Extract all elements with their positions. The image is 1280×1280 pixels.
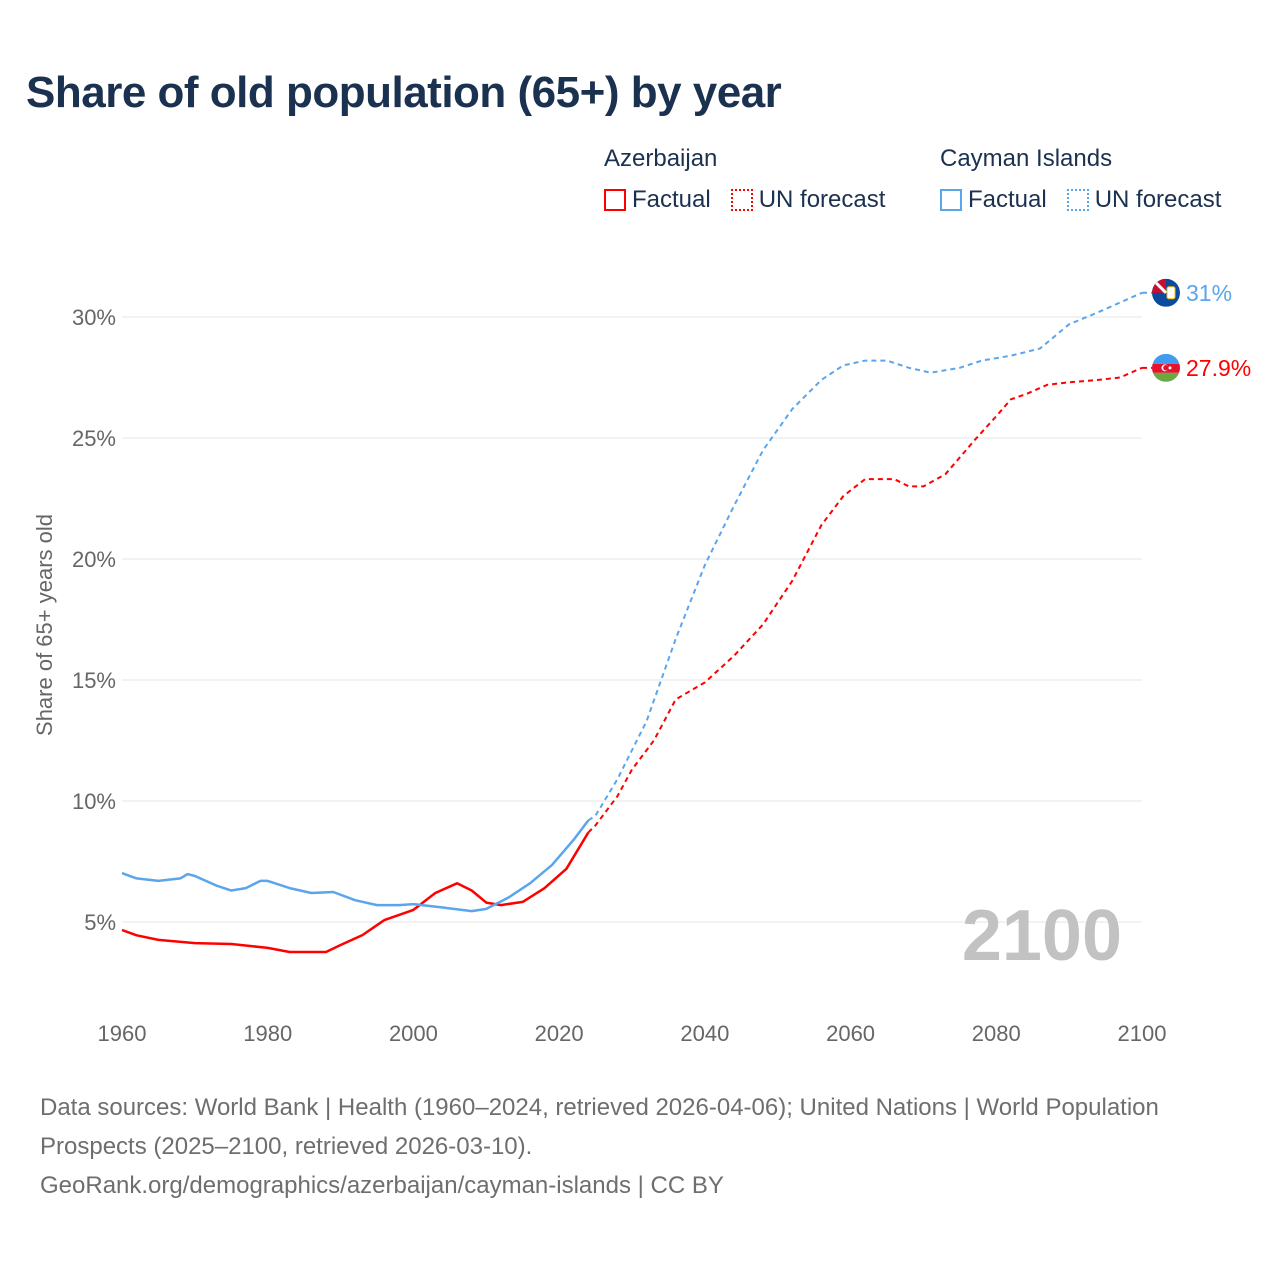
footer: Data sources: World Bank | Health (1960–… <box>40 1088 1180 1205</box>
legend-label-factual: Factual <box>632 186 711 213</box>
end-label-azerbaijan: 27.9% <box>1186 355 1251 381</box>
legend-swatch-forecast <box>730 189 753 211</box>
year-watermark: 2100 <box>961 896 1122 976</box>
legend-group-azerbaijan: Azerbaijan <box>604 145 718 172</box>
y-tick-label: 25% <box>72 426 116 451</box>
flag-stripe-green <box>1152 372 1180 382</box>
line-cayman-islands-factual <box>121 819 590 913</box>
legend-swatch-forecast <box>1066 189 1089 211</box>
flag-stripe-blue <box>1152 353 1180 364</box>
y-tick-label: 10% <box>72 789 116 814</box>
chart-title: Share of old population (65+) by year <box>26 68 782 117</box>
legend-group-cayman: Cayman Islands <box>940 145 1113 172</box>
flag-azerbaijan-icon <box>1152 353 1180 382</box>
x-tick-label: 2020 <box>535 1021 584 1046</box>
legend-swatch-factual <box>940 189 962 211</box>
x-tick-label: 1960 <box>98 1021 147 1046</box>
end-label-cayman-islands: 31% <box>1186 280 1232 306</box>
y-tick-label: 30% <box>72 305 116 330</box>
legend-label-forecast: UN forecast <box>1094 186 1222 213</box>
data-sources: Data sources: World Bank | Health (1960–… <box>40 1094 1159 1160</box>
line-azerbaijan-forecast <box>587 366 1143 834</box>
x-tick-label: 2080 <box>972 1021 1021 1046</box>
flag-cayman-islands-icon <box>1152 278 1180 307</box>
plot-area: 5% 10% 15% 20% 25% 30% 1960 1980 2000 2020 2040 206… <box>32 278 1251 1046</box>
legend-label-factual: Factual <box>968 186 1047 213</box>
legend-label-forecast: UN forecast <box>758 186 886 213</box>
y-tick-label: 20% <box>72 547 116 572</box>
x-tick-label: 2000 <box>389 1021 438 1046</box>
y-tick-label: 15% <box>72 668 116 693</box>
x-tick-label: 2100 <box>1118 1021 1167 1046</box>
legend-swatch-factual <box>604 189 626 211</box>
line-cayman-islands-forecast <box>587 291 1143 822</box>
flag-crest <box>1166 286 1176 300</box>
source-link[interactable]: GeoRank.org/demographics/azerbaijan/caym… <box>40 1172 724 1199</box>
legend-azerbaijan: Factual UN forecast <box>604 186 885 214</box>
x-tick-label: 2040 <box>680 1021 729 1046</box>
flag-body <box>1152 353 1180 382</box>
line-azerbaijan-factual <box>121 831 590 954</box>
x-tick-label: 1980 <box>243 1021 292 1046</box>
y-tick-label: 5% <box>84 910 116 935</box>
flag-crescent-cut <box>1163 365 1169 371</box>
y-axis-label: Share of 65+ years old <box>32 514 57 736</box>
flag-body <box>1152 278 1180 307</box>
flag-star <box>1168 366 1172 370</box>
x-tick-label: 2060 <box>826 1021 875 1046</box>
legend-cayman: Factual UN forecast <box>940 186 1221 214</box>
